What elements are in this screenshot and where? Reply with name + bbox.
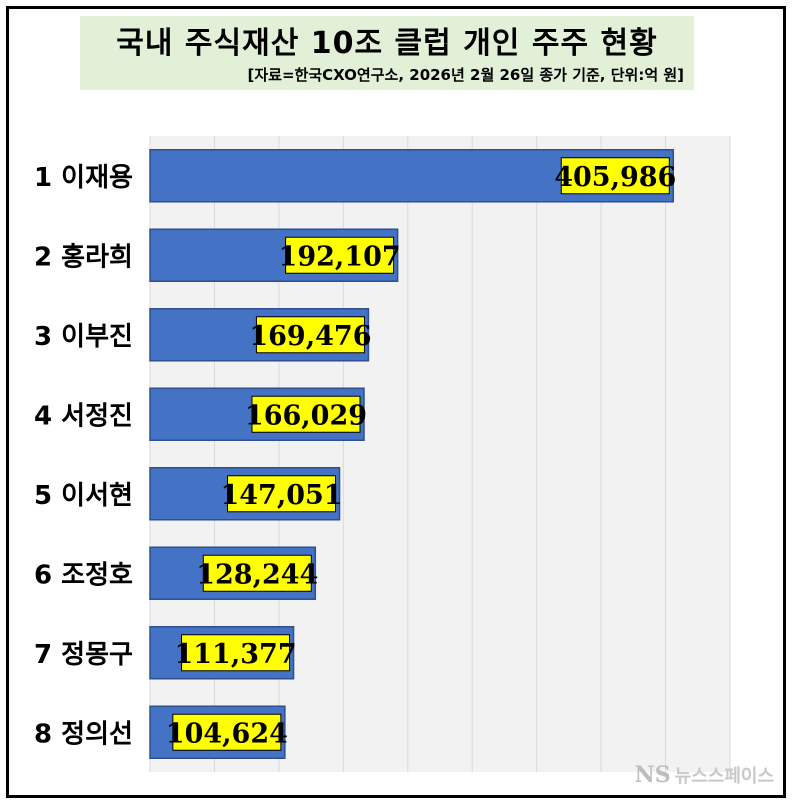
- data-label: 166,029: [245, 400, 367, 431]
- data-label-bg: [181, 634, 291, 672]
- data-label-bg: [255, 316, 365, 354]
- data-label: 111,377: [174, 639, 296, 670]
- data-label: 104,624: [166, 718, 288, 749]
- category-label: 5 이서현: [34, 481, 133, 511]
- category-label: 8 정의선: [34, 719, 133, 749]
- category-label: 4 서정진: [34, 401, 133, 431]
- category-label: 1 이재용: [34, 163, 133, 193]
- data-label: 147,051: [220, 480, 342, 511]
- category-label: 6 조정호: [34, 560, 133, 590]
- category-label: 2 홍라희: [34, 242, 133, 272]
- data-label: 169,476: [249, 321, 371, 352]
- chart-title: 국내 주식재산 10조 클럽 개인 주주 현황: [116, 26, 658, 61]
- title-box: 국내 주식재산 10조 클럽 개인 주주 현황 [자료=한국CXO연구소, 20…: [80, 16, 694, 90]
- data-label-bg: [202, 554, 312, 592]
- data-label-bg: [285, 236, 395, 274]
- data-label: 128,244: [196, 559, 318, 590]
- chart-subtitle: [자료=한국CXO연구소, 2026년 2월 26일 종가 기준, 단위:억 원…: [247, 66, 684, 84]
- data-label-bg: [251, 395, 361, 433]
- data-label-bg: [172, 713, 282, 751]
- data-label-bg: [560, 157, 670, 195]
- data-label-bg: [227, 475, 337, 513]
- watermark: NS 뉴스스페이스: [635, 762, 774, 788]
- watermark-logo: NS: [634, 762, 671, 788]
- category-label: 7 정몽구: [34, 640, 133, 670]
- watermark-text: 뉴스스페이스: [674, 766, 774, 787]
- data-label: 405,986: [554, 162, 676, 193]
- data-label: 192,107: [279, 241, 401, 272]
- outer-frame: [6, 6, 786, 798]
- category-label: 3 이부진: [34, 322, 133, 352]
